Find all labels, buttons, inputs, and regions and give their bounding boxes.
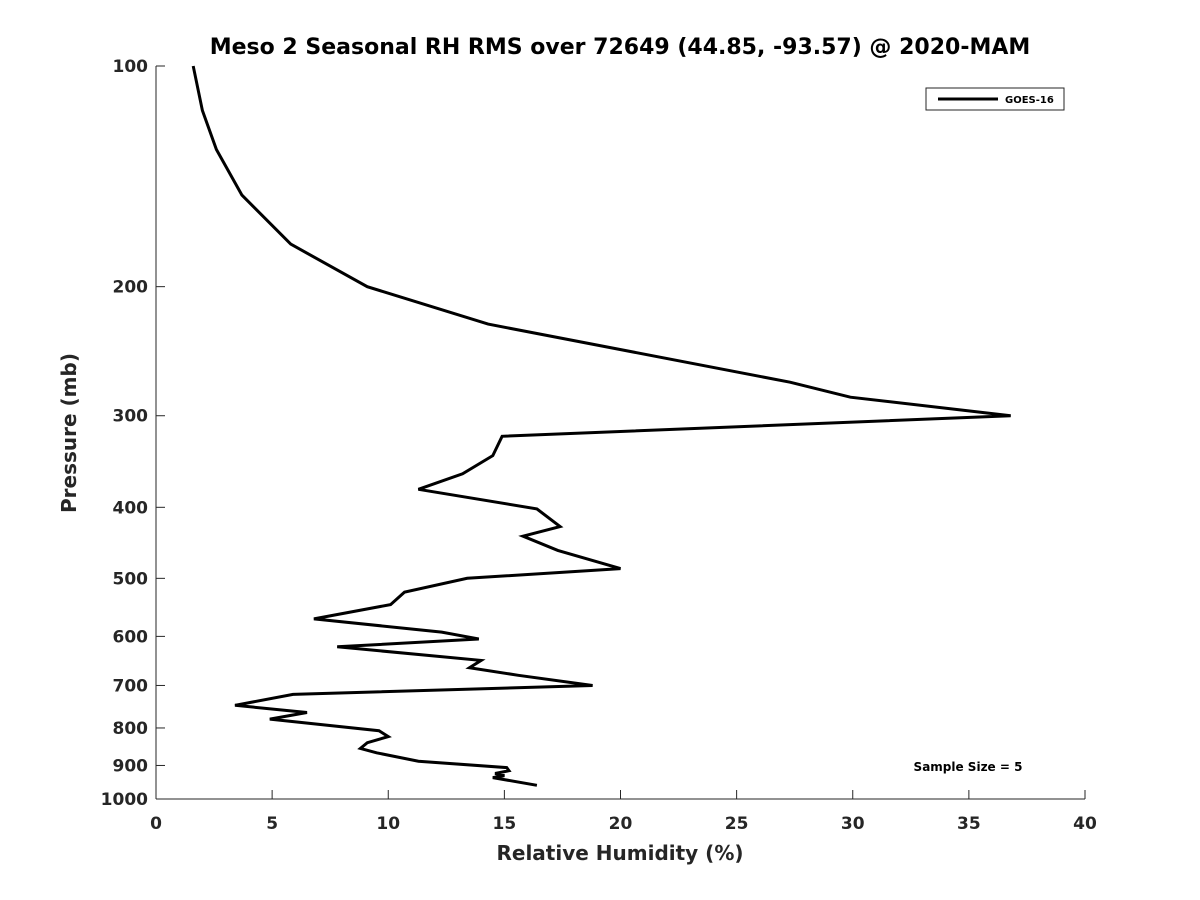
y-tick-label: 700 (113, 676, 149, 696)
y-tick-label: 800 (113, 719, 149, 739)
chart-title: Meso 2 Seasonal RH RMS over 72649 (44.85… (210, 35, 1031, 60)
x-tick-label: 5 (266, 814, 278, 834)
x-tick-label: 20 (609, 814, 633, 834)
x-tick-label: 10 (376, 814, 400, 834)
y-axis-label: Pressure (mb) (57, 353, 81, 513)
y-tick-label: 900 (113, 756, 149, 776)
legend-label-goes-16: GOES-16 (1005, 95, 1054, 106)
y-tick-label: 1000 (101, 790, 148, 810)
x-tick-label: 35 (957, 814, 981, 834)
y-tick-label: 300 (113, 407, 149, 427)
y-tick-label: 100 (113, 57, 149, 77)
series-line-goes-16 (191, 65, 1011, 787)
series-layer (191, 65, 1011, 787)
y-tick-label: 600 (113, 627, 149, 647)
x-tick-label: 30 (841, 814, 865, 834)
x-tick-label: 0 (150, 814, 162, 834)
y-tick-label: 500 (113, 569, 149, 589)
y-tick-label: 200 (113, 278, 149, 298)
x-tick-label: 25 (725, 814, 749, 834)
y-tick-label: 400 (113, 498, 149, 518)
x-tick-label: 15 (493, 814, 517, 834)
legend: GOES-16 (925, 87, 1065, 111)
x-axis-label: Relative Humidity (%) (496, 841, 743, 865)
x-tick-label: 40 (1073, 814, 1097, 834)
sample-size-annotation: Sample Size = 5 (914, 760, 1023, 774)
plot-area: 0 5 10 15 20 25 30 35 40 100 200 300 400 500 600 700 800… (101, 57, 1097, 834)
